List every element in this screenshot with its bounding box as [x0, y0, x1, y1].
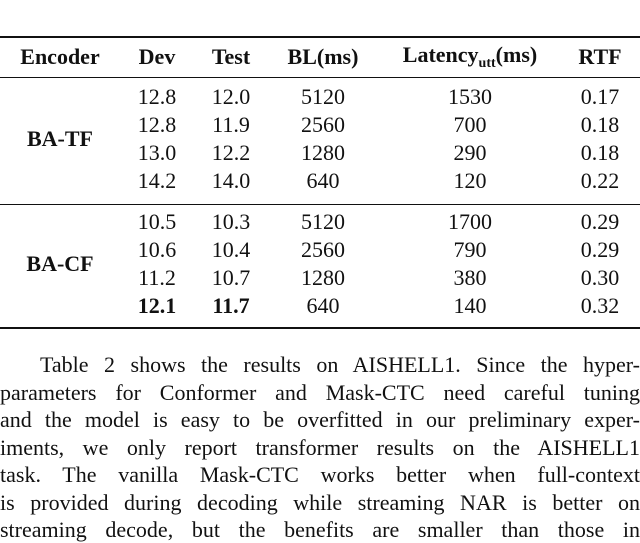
- table-cell: 640: [306, 293, 340, 318]
- table-cell: 700: [453, 112, 487, 137]
- encoder-label: BA-CF: [26, 251, 94, 276]
- table-cell: 0.29: [580, 209, 620, 234]
- table-cell: 1280: [301, 265, 345, 290]
- table-cell: 12.0: [211, 84, 251, 109]
- header-suffix: (ms): [495, 41, 538, 67]
- table-cell: 14.0: [211, 168, 251, 193]
- table-cell: 1530: [448, 84, 492, 109]
- table-cell: 290: [453, 140, 487, 165]
- table-cell: 11.2: [138, 265, 176, 290]
- paragraph-line: iments, we only report transformer resul…: [0, 434, 640, 460]
- header-cell: RTF: [578, 44, 622, 69]
- table-cell: 0.17: [580, 84, 620, 109]
- table-cell: 2560: [301, 112, 345, 137]
- bottom-rule: [0, 327, 640, 329]
- table-cell: 0.18: [580, 140, 620, 165]
- table-cell: 10.3: [211, 209, 251, 234]
- header-cell: BL(ms): [287, 44, 359, 69]
- table-cell: 12.2: [211, 140, 251, 165]
- table-cell: 380: [453, 265, 487, 290]
- table-cell: 11.7: [212, 293, 250, 318]
- table-cell: 10.7: [211, 265, 251, 290]
- top-rule: [0, 36, 640, 38]
- header-cell: Test: [211, 44, 251, 69]
- group-rule: [0, 204, 640, 205]
- table-cell: 5120: [301, 84, 345, 109]
- header-rule: [0, 77, 640, 78]
- table-cell: 10.6: [137, 237, 177, 262]
- table-cell: 0.30: [580, 265, 620, 290]
- table-cell: 2560: [301, 237, 345, 262]
- paragraph-line: parameters for Conformer and Mask-CTC ne…: [0, 379, 640, 405]
- table-cell: 140: [453, 293, 487, 318]
- table-cell: 0.22: [580, 168, 620, 193]
- encoder-label: BA-TF: [27, 126, 93, 151]
- table-cell: 10.5: [137, 209, 177, 234]
- header-text: Latency: [402, 41, 479, 67]
- paragraph-line: is provided during decoding while stream…: [0, 489, 640, 515]
- paragraph-line: Table 2 shows the results on AISHELL1. S…: [40, 352, 640, 377]
- header-cell: Dev: [138, 44, 176, 69]
- paragraph-line: and the model is easy to be overfitted i…: [0, 407, 640, 432]
- table-cell: 120: [453, 168, 487, 193]
- table-cell: 11.9: [212, 112, 250, 137]
- table-cell: 0.18: [580, 112, 620, 137]
- table-cell: 0.32: [580, 293, 620, 318]
- header-subscript: utt: [478, 56, 496, 72]
- header-cell: Latencyutt(ms): [403, 42, 537, 72]
- table-cell: 12.8: [137, 84, 177, 109]
- table-cell: 13.0: [137, 140, 177, 165]
- table-cell: 5120: [301, 209, 345, 234]
- table-cell: 14.2: [137, 168, 177, 193]
- paragraph-line: task. The vanilla Mask-CTC works better …: [0, 462, 640, 487]
- table-cell: 640: [306, 168, 340, 193]
- paragraph-line: streaming decode, but the benefits are s…: [0, 517, 640, 542]
- table-cell: 1280: [301, 140, 345, 165]
- table-cell: 12.1: [137, 293, 177, 318]
- table-cell: 10.4: [211, 237, 251, 262]
- table-cell: 12.8: [137, 112, 177, 137]
- table-cell: 1700: [448, 209, 492, 234]
- table-cell: 0.29: [580, 237, 620, 262]
- table-cell: 790: [453, 237, 487, 262]
- header-cell: Encoder: [20, 44, 100, 69]
